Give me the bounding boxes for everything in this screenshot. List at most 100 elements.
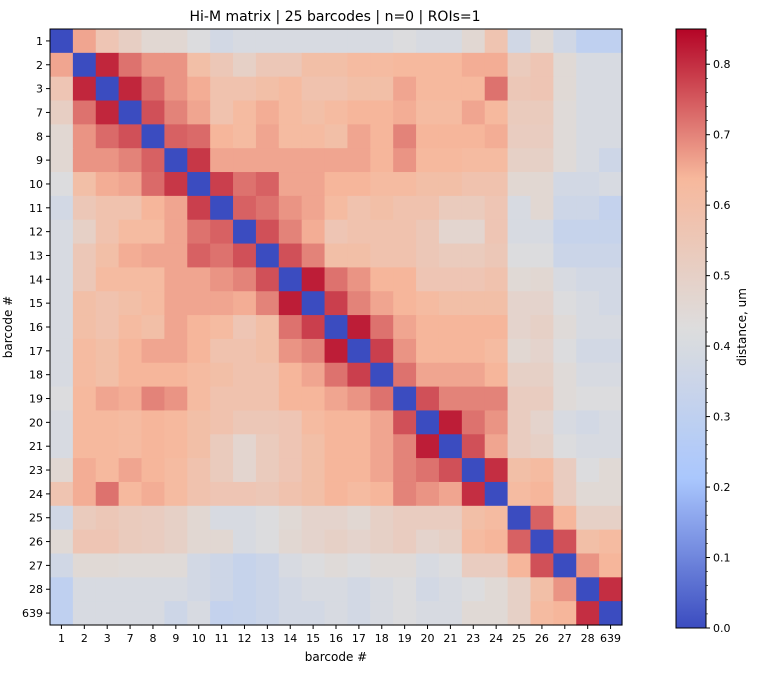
heatmap-cell — [72, 243, 97, 268]
heatmap-cell — [301, 434, 326, 459]
heatmap-cell — [416, 172, 440, 197]
heatmap-cell — [95, 219, 120, 245]
heatmap-cell — [210, 124, 234, 149]
heatmap-cell — [438, 243, 463, 268]
heatmap-cell — [324, 124, 349, 149]
heatmap-cell — [393, 172, 417, 197]
y-tick-label: 19 — [29, 393, 43, 406]
heatmap-cell — [233, 601, 257, 626]
heatmap-cell — [599, 195, 623, 221]
heatmap-cell — [95, 505, 120, 531]
heatmap-cell — [484, 195, 509, 221]
heatmap-cell — [576, 338, 600, 364]
heatmap-cell — [438, 529, 463, 555]
heatmap-cell — [347, 577, 371, 602]
heatmap-cell — [324, 577, 349, 602]
heatmap-cell — [393, 29, 417, 54]
heatmap-cell — [255, 76, 280, 102]
heatmap-cell — [347, 148, 371, 173]
heatmap-cell — [324, 601, 349, 626]
heatmap-cell — [164, 529, 188, 555]
heatmap-cell — [301, 148, 326, 173]
heatmap-cell — [576, 267, 600, 292]
x-tick-label: 28 — [581, 632, 595, 645]
heatmap-cell — [599, 172, 623, 197]
heatmap-cell — [530, 148, 554, 173]
heatmap-cell — [461, 434, 486, 459]
heatmap-cell — [507, 529, 532, 555]
heatmap-cell — [484, 529, 509, 555]
heatmap-cell — [278, 52, 303, 78]
colorbar-tick-label: 0.6 — [713, 199, 731, 212]
heatmap-cell — [255, 410, 280, 435]
heatmap-cell — [50, 338, 74, 364]
heatmap-cell — [278, 219, 303, 245]
heatmap-cell — [347, 315, 371, 340]
heatmap-cell — [141, 601, 165, 626]
x-tick-label: 2 — [81, 632, 88, 645]
heatmap-cell — [393, 52, 417, 78]
heatmap-cell — [301, 410, 326, 435]
heatmap-cell — [416, 243, 440, 268]
heatmap-cell — [324, 29, 349, 54]
heatmap-cell — [324, 172, 349, 197]
heatmap-cell — [553, 315, 577, 340]
heatmap-cell — [233, 243, 257, 268]
heatmap-cell — [484, 553, 509, 578]
heatmap-cell — [301, 481, 326, 507]
heatmap-cell — [72, 386, 97, 412]
heatmap-cell — [370, 553, 394, 578]
heatmap-cell — [95, 76, 120, 102]
heatmap-cell — [301, 76, 326, 102]
heatmap-cell — [553, 601, 577, 626]
heatmap-cell — [141, 434, 165, 459]
heatmap-cell — [210, 481, 234, 507]
heatmap-cell — [461, 410, 486, 435]
heatmap-cell — [438, 362, 463, 388]
heatmap-cell — [164, 219, 188, 245]
heatmap-cell — [72, 481, 97, 507]
heatmap-cell — [393, 124, 417, 149]
heatmap-cell — [393, 315, 417, 340]
heatmap-cell — [461, 338, 486, 364]
heatmap-cell — [210, 100, 234, 125]
heatmap-cell — [141, 553, 165, 578]
heatmap-cell — [210, 172, 234, 197]
heatmap-cell — [484, 219, 509, 245]
heatmap-cell — [599, 577, 623, 602]
heatmap-cell — [530, 52, 554, 78]
heatmap-cell — [438, 195, 463, 221]
heatmap-cell — [530, 553, 554, 578]
heatmap-cell — [347, 410, 371, 435]
heatmap-cell — [72, 529, 97, 555]
heatmap-cell — [233, 434, 257, 459]
heatmap-cell — [438, 505, 463, 531]
heatmap-cell — [576, 362, 600, 388]
heatmap-cell — [95, 338, 120, 364]
heatmap-cell — [370, 601, 394, 626]
heatmap-cell — [576, 601, 600, 626]
y-tick-label: 11 — [29, 202, 43, 215]
heatmap-cell — [347, 195, 371, 221]
heatmap-cell — [347, 291, 371, 316]
heatmap-cell — [210, 29, 234, 54]
heatmap-cell — [438, 124, 463, 149]
x-axis-ticks: 1 2 3 7 8 9 10 11 12 13 14 15 16 17 18 19 20 21 23 24 25 26 27… — [58, 625, 621, 645]
heatmap-cell — [324, 219, 349, 245]
heatmap-cell — [278, 529, 303, 555]
heatmap-cell — [484, 76, 509, 102]
heatmap-cell — [118, 529, 143, 555]
heatmap-cell — [461, 172, 486, 197]
heatmap-cell — [72, 148, 97, 173]
heatmap-cell — [141, 505, 165, 531]
heatmap-cell — [187, 362, 211, 388]
heatmap-cell — [187, 386, 211, 412]
heatmap-cell — [118, 315, 143, 340]
heatmap-cell — [187, 124, 211, 149]
heatmap-cell — [255, 52, 280, 78]
heatmap-cell — [324, 458, 349, 483]
heatmap-cell — [461, 219, 486, 245]
heatmap-cell — [576, 315, 600, 340]
heatmap-cell — [187, 148, 211, 173]
heatmap-cell — [599, 315, 623, 340]
